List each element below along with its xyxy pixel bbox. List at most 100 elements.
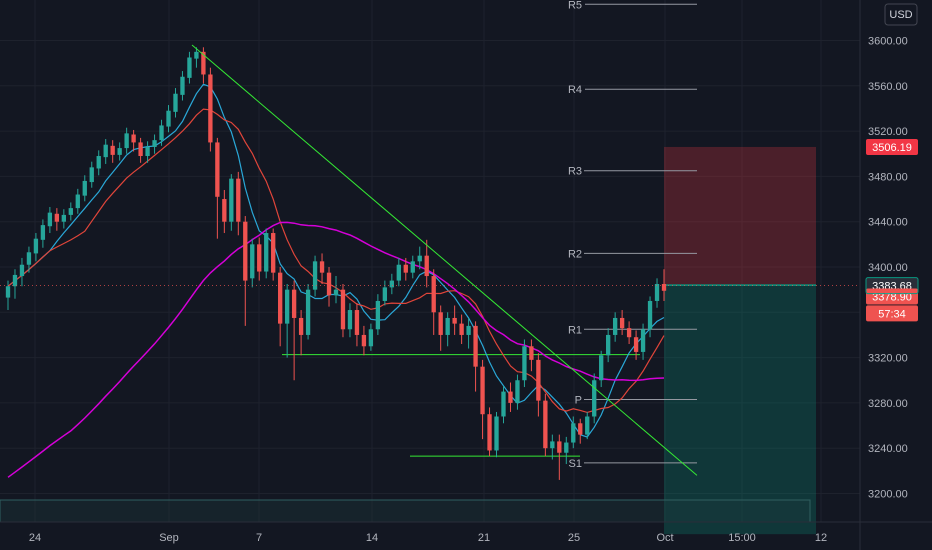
candle-body bbox=[382, 287, 388, 301]
candle-body bbox=[152, 140, 157, 147]
candle-body bbox=[403, 264, 408, 273]
candle-body bbox=[54, 213, 60, 222]
y-tick-label: 3480.00 bbox=[868, 171, 908, 183]
candle-body bbox=[501, 391, 506, 417]
candle-body bbox=[522, 346, 527, 381]
candle-body bbox=[654, 283, 660, 301]
candle-body bbox=[103, 144, 108, 158]
bottom-highlight-rect bbox=[0, 499, 811, 523]
x-tick-label: 25 bbox=[568, 532, 580, 544]
candle-body bbox=[661, 283, 667, 291]
candle-body bbox=[215, 142, 220, 197]
candle-body bbox=[626, 328, 632, 338]
candle-body bbox=[640, 329, 646, 352]
close-price-tag-bg bbox=[866, 288, 918, 305]
candle-body bbox=[298, 317, 304, 335]
pivot-label: R2 bbox=[568, 248, 582, 260]
y-tick-label: 3320.00 bbox=[868, 353, 908, 365]
candle-body bbox=[89, 167, 94, 183]
candle-body bbox=[250, 244, 255, 279]
countdown-tag-bg bbox=[866, 305, 918, 322]
candle-body bbox=[159, 125, 164, 141]
stop-loss-zone bbox=[664, 146, 816, 286]
candle-body bbox=[585, 416, 590, 435]
candle-body bbox=[410, 261, 415, 273]
candle-body bbox=[68, 208, 73, 215]
candle-body bbox=[40, 225, 46, 240]
candle-body bbox=[543, 400, 548, 449]
candle-body bbox=[340, 289, 346, 330]
x-tick-label: Oct bbox=[656, 532, 673, 544]
take-profit-zone bbox=[664, 285, 816, 535]
candle-body bbox=[229, 178, 234, 222]
support-lines[interactable] bbox=[282, 354, 640, 457]
currency-badge[interactable] bbox=[884, 3, 918, 26]
candle-body bbox=[347, 310, 353, 330]
candle-body bbox=[47, 212, 53, 227]
candle-body bbox=[508, 391, 513, 403]
candle-body bbox=[61, 214, 66, 222]
x-tick-label: 24 bbox=[29, 532, 41, 544]
time-axis[interactable]: 24 Sep 7 14 21 25 Oct 15:00 12 bbox=[0, 521, 932, 544]
candle-body bbox=[424, 255, 429, 277]
candle-body bbox=[578, 423, 583, 435]
candle-body bbox=[333, 289, 339, 296]
position-zones[interactable] bbox=[664, 146, 816, 535]
candle-body bbox=[243, 221, 248, 281]
candle-body bbox=[5, 286, 11, 298]
x-tick-label: 12 bbox=[815, 532, 827, 544]
currency-label: USD bbox=[889, 9, 912, 21]
candle-body bbox=[375, 300, 381, 330]
candle-body bbox=[417, 255, 422, 262]
candle-body bbox=[96, 156, 101, 169]
candle-body bbox=[75, 194, 80, 209]
candle-body bbox=[592, 380, 597, 417]
candle-body bbox=[647, 300, 653, 330]
candle-body bbox=[26, 252, 32, 265]
candle-body bbox=[459, 323, 464, 335]
candle-body bbox=[438, 312, 443, 335]
bottom-highlight-zone bbox=[0, 499, 811, 523]
candle-body bbox=[606, 334, 611, 356]
candle-body bbox=[633, 337, 639, 352]
candle-body bbox=[480, 366, 485, 415]
candle-body bbox=[271, 233, 276, 273]
candle-body bbox=[368, 329, 374, 347]
downtrend-line bbox=[191, 44, 698, 476]
candle-body bbox=[166, 110, 171, 127]
y-tick-label: 3560.00 bbox=[868, 81, 908, 93]
candle-body bbox=[536, 359, 541, 401]
candle-body bbox=[396, 264, 401, 281]
candle-body bbox=[550, 441, 555, 449]
candle-body bbox=[278, 272, 283, 324]
candle-body bbox=[236, 178, 241, 222]
candle-body bbox=[33, 238, 39, 254]
candle-body bbox=[284, 289, 290, 324]
y-tick-label: 3520.00 bbox=[868, 126, 908, 138]
candle-body bbox=[487, 414, 492, 451]
x-tick-label: Sep bbox=[159, 532, 179, 544]
candle-body bbox=[305, 289, 311, 335]
candle-body bbox=[19, 264, 25, 277]
y-tick-label: 3600.00 bbox=[868, 36, 908, 48]
pivot-label: R3 bbox=[568, 166, 582, 178]
candle-body bbox=[612, 317, 618, 335]
candle-body bbox=[445, 317, 450, 335]
price-axis[interactable]: 3600.00 3560.00 3520.00 3480.00 3440.00 3400.… bbox=[859, 0, 918, 550]
y-tick-label: 3240.00 bbox=[868, 443, 908, 455]
candle-body bbox=[208, 74, 213, 143]
candle-body bbox=[354, 310, 360, 335]
candle-body bbox=[110, 145, 115, 155]
x-tick-label: 7 bbox=[256, 532, 262, 544]
candle-body bbox=[515, 380, 520, 403]
pivot-label: R4 bbox=[568, 84, 582, 96]
trendline[interactable] bbox=[191, 44, 698, 476]
pivot-levels: R5 R4 R3 R2 R1 P S1 bbox=[568, 0, 697, 470]
candle-body bbox=[619, 317, 625, 329]
close-price-tag: 3378.90 bbox=[872, 291, 912, 303]
candle-body bbox=[82, 180, 87, 196]
ma-slow-line bbox=[7, 221, 665, 478]
candle-body bbox=[319, 261, 325, 273]
